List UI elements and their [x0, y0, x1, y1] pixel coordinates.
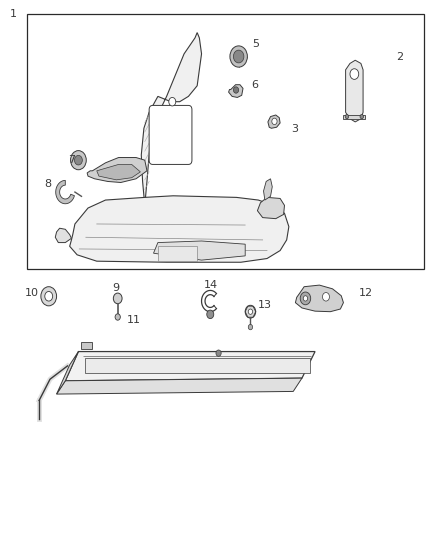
Circle shape	[207, 310, 214, 319]
Circle shape	[272, 118, 277, 125]
Circle shape	[233, 50, 244, 63]
Polygon shape	[97, 165, 141, 180]
Text: 14: 14	[204, 280, 218, 290]
Polygon shape	[65, 352, 315, 381]
Polygon shape	[229, 85, 243, 98]
Circle shape	[216, 350, 221, 357]
Polygon shape	[258, 197, 285, 219]
Text: 5: 5	[252, 38, 259, 49]
Circle shape	[248, 309, 253, 314]
Polygon shape	[343, 115, 365, 119]
Circle shape	[74, 156, 82, 165]
Circle shape	[322, 293, 329, 301]
Polygon shape	[81, 342, 92, 349]
Circle shape	[169, 98, 176, 106]
Circle shape	[41, 287, 57, 306]
Circle shape	[345, 115, 349, 119]
Polygon shape	[57, 378, 302, 394]
Text: 2: 2	[396, 52, 403, 61]
Polygon shape	[70, 196, 289, 262]
Bar	[27, 14, 424, 269]
Polygon shape	[141, 33, 201, 205]
Circle shape	[233, 87, 239, 93]
Circle shape	[248, 325, 253, 330]
Polygon shape	[85, 358, 310, 373]
Polygon shape	[264, 179, 272, 200]
Text: 10: 10	[25, 288, 39, 298]
Circle shape	[350, 69, 359, 79]
Text: 1: 1	[10, 9, 17, 19]
Polygon shape	[153, 241, 245, 260]
Circle shape	[230, 46, 247, 67]
Text: 8: 8	[44, 179, 52, 189]
Circle shape	[115, 314, 120, 320]
Circle shape	[303, 296, 307, 301]
Polygon shape	[56, 180, 74, 204]
FancyBboxPatch shape	[149, 106, 192, 165]
Text: 6: 6	[252, 80, 259, 90]
Bar	[158, 246, 197, 261]
Circle shape	[245, 305, 256, 318]
Polygon shape	[295, 285, 343, 312]
Circle shape	[300, 292, 311, 305]
Polygon shape	[346, 60, 363, 122]
Text: 11: 11	[127, 315, 141, 325]
Circle shape	[45, 292, 53, 301]
Text: 13: 13	[258, 300, 272, 310]
Polygon shape	[57, 352, 78, 394]
Circle shape	[113, 293, 122, 304]
Polygon shape	[268, 115, 280, 128]
Circle shape	[71, 151, 86, 169]
Text: 12: 12	[359, 288, 373, 298]
Polygon shape	[55, 228, 71, 243]
Text: 9: 9	[112, 283, 119, 293]
Text: 3: 3	[291, 124, 298, 134]
Circle shape	[360, 115, 364, 119]
Polygon shape	[87, 158, 147, 182]
Text: 7: 7	[68, 155, 75, 165]
